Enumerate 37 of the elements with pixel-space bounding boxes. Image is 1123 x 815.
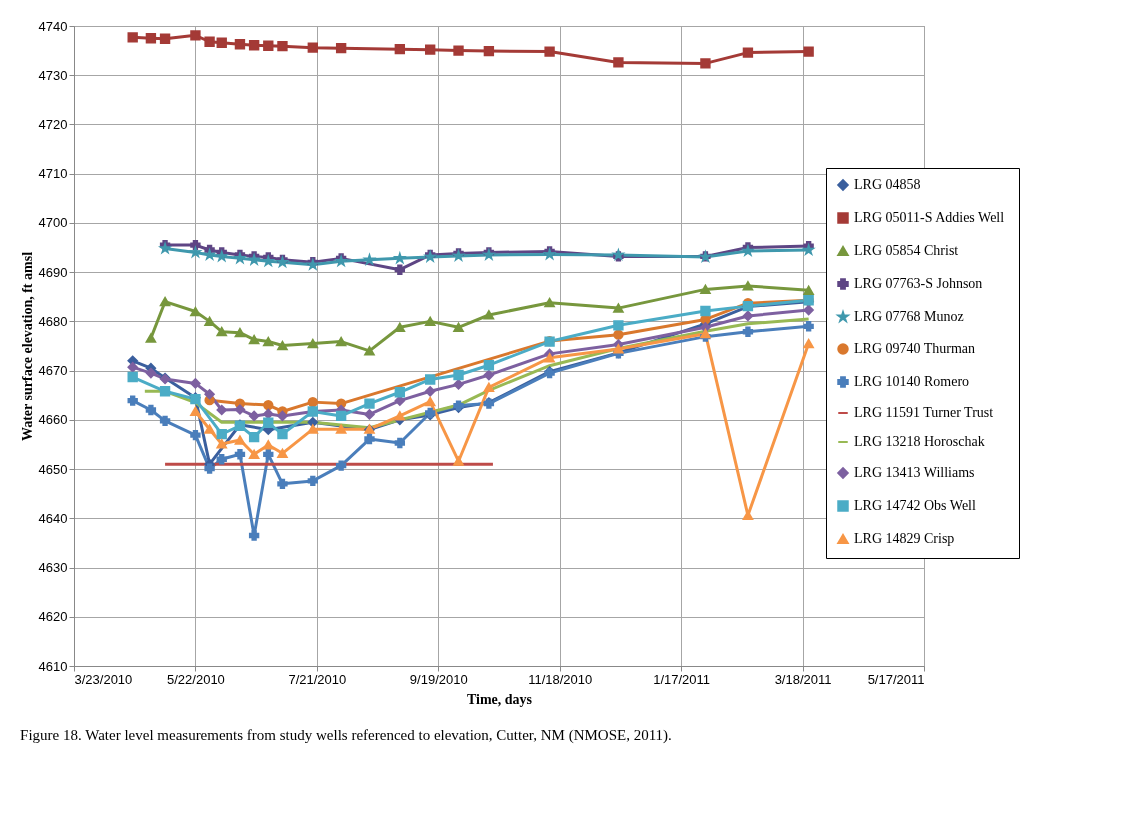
- legend-label: LRG 09740 Thurman: [854, 341, 976, 356]
- y-tick-label: 4740: [38, 18, 68, 34]
- y-tick-label: 4610: [38, 658, 68, 674]
- x-tick-label: 3/18/2011: [774, 671, 832, 687]
- legend-label: LRG 07763-S Johnson: [854, 276, 983, 291]
- caption: Figure 18. Water level measurements from study wells referenced to elevation, Cutter, NM (NMOSE, 2011).: [20, 727, 672, 744]
- y-tick-label: 4730: [38, 67, 68, 83]
- y-axis-title: Water surface elevation, ft amsl: [19, 251, 35, 442]
- legend-label: LRG 05011-S Addies Well: [854, 210, 1005, 225]
- y-tick-label: 4690: [38, 264, 68, 280]
- y-tick-label: 4710: [38, 166, 68, 182]
- legend-label: LRG 11591 Turner Trust: [854, 405, 994, 420]
- x-tick-label: 5/17/2011: [867, 671, 925, 687]
- legend-label: LRG 10140 Romero: [854, 374, 970, 389]
- legend-label: LRG 07768 Munoz: [854, 309, 964, 324]
- x-tick-label: 5/22/2010: [167, 671, 225, 687]
- y-tick-label: 4650: [38, 461, 68, 477]
- x-tick-label: 1/17/2011: [653, 671, 711, 687]
- x-axis-title: Time, days: [466, 691, 533, 707]
- x-tick-label: 11/18/2010: [528, 671, 593, 687]
- x-tick-label: 7/21/2010: [288, 671, 347, 687]
- legend-label: LRG 13218 Horoschak: [854, 434, 985, 449]
- y-tick-label: 4700: [38, 215, 68, 231]
- y-tick-label: 4680: [38, 313, 68, 329]
- y-tick-label: 4670: [38, 363, 68, 379]
- y-tick-label: 4640: [38, 510, 68, 526]
- legend-label: LRG 13413 Williams: [854, 465, 975, 480]
- x-tick-label: 3/23/2010: [74, 671, 133, 687]
- x-tick-label: 9/19/2010: [409, 671, 468, 687]
- y-tick-label: 4720: [38, 116, 68, 132]
- y-tick-label: 4630: [38, 560, 68, 576]
- legend-label: LRG 14742 Obs Well: [854, 498, 976, 513]
- legend-label: LRG 14829 Crisp: [854, 531, 955, 546]
- legend-label: LRG 05854 Christ: [854, 243, 959, 258]
- legend-label: LRG 04858: [854, 177, 921, 192]
- y-tick-label: 4620: [38, 609, 68, 625]
- y-tick-label: 4660: [38, 412, 68, 428]
